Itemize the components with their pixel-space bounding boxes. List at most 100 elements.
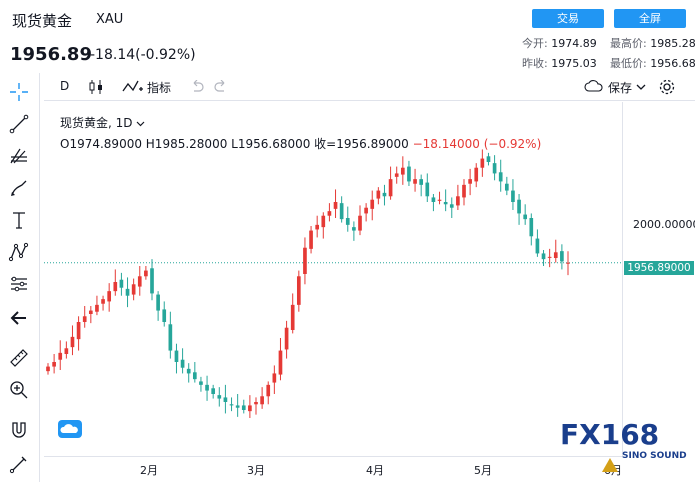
candle-body	[321, 215, 326, 228]
candle-body	[95, 304, 99, 312]
candle-body	[186, 368, 191, 374]
legend-name: 现货黄金, 1D	[60, 116, 133, 130]
cloud-icon[interactable]	[584, 79, 604, 93]
candle-body	[217, 395, 222, 399]
candle-body	[425, 182, 430, 197]
high-stat: 最高价: 1985.28	[610, 35, 695, 51]
trade-button[interactable]: 交易	[532, 9, 604, 28]
candle-body	[107, 291, 112, 302]
candle-body	[211, 388, 216, 394]
indicators-icon[interactable]	[122, 79, 144, 95]
candle-body	[364, 207, 368, 214]
lock-drawing-icon[interactable]	[8, 453, 30, 475]
quote-header: 现货黄金 XAU 1956.89 -18.14(-0.92%) 交易 全屏 今开…	[0, 0, 695, 72]
ruler-icon[interactable]	[8, 347, 30, 369]
last-price: 1956.89	[10, 44, 92, 65]
x-tick-label: 3月	[247, 464, 265, 477]
fullscreen-button[interactable]: 全屏	[614, 9, 686, 28]
x-tick-label: 2月	[140, 464, 158, 477]
candle-body	[180, 359, 185, 368]
candle-body	[370, 199, 375, 209]
candle-body	[266, 384, 271, 397]
candle-body	[443, 202, 448, 205]
candle-body	[168, 324, 173, 351]
drawing-toolbar	[0, 73, 40, 482]
candle-body	[388, 179, 393, 197]
candle-body	[64, 348, 69, 354]
candle-body	[449, 204, 454, 208]
candle-body	[131, 284, 136, 295]
text-icon[interactable]	[8, 209, 30, 231]
tradingview-logo-icon[interactable]	[58, 420, 82, 438]
candles-icon[interactable]	[88, 78, 104, 96]
candle-body	[547, 256, 552, 258]
prediction-icon[interactable]	[8, 273, 30, 295]
open-stat: 今开: 1974.89	[522, 35, 597, 51]
save-button[interactable]: 保存	[608, 81, 633, 95]
candle-body	[205, 384, 209, 391]
candle-body	[254, 402, 258, 405]
back-arrow-icon[interactable]	[8, 307, 30, 329]
fx168-watermark: FX168 SINO SOUND	[560, 414, 690, 478]
x-tick-label: 4月	[366, 464, 384, 477]
candle-body	[480, 158, 485, 168]
candle-body	[46, 366, 50, 372]
candle-body	[272, 373, 277, 383]
candle-body	[333, 202, 338, 209]
undo-icon[interactable]	[190, 80, 204, 93]
candle-body	[517, 199, 521, 214]
open-value: 1974.89	[551, 37, 597, 50]
candle-body	[535, 238, 540, 254]
zoom-icon[interactable]	[8, 379, 30, 401]
candle-body	[113, 282, 118, 292]
candle-body	[407, 166, 411, 182]
instrument-code: XAU	[96, 12, 124, 27]
legend-ohlc: O1974.89000 H1985.28000 L1956.68000 收=19…	[60, 135, 541, 152]
candle-body	[199, 381, 203, 385]
indicators-button[interactable]: 指标	[147, 81, 172, 95]
candle-body	[523, 214, 528, 220]
candle-body	[376, 190, 381, 199]
gear-icon[interactable]	[658, 78, 676, 96]
interval-selector[interactable]: D	[60, 79, 70, 93]
candle-body	[296, 276, 301, 305]
low-value: 1956.68	[650, 57, 695, 70]
brush-icon[interactable]	[8, 177, 30, 199]
crosshair-icon[interactable]	[8, 81, 30, 103]
open-label: 今开:	[522, 37, 548, 50]
instrument-title: 现货黄金	[12, 12, 73, 30]
candle-body	[529, 218, 534, 237]
x-tick-label: 5月	[474, 464, 492, 477]
candle-body	[413, 179, 417, 184]
candle-body	[352, 227, 356, 231]
candlestick-series	[44, 149, 622, 418]
candle-body	[486, 156, 491, 162]
candle-body	[156, 294, 160, 311]
fib-icon[interactable]	[8, 145, 30, 167]
pattern-icon[interactable]	[8, 241, 30, 263]
candle-body	[504, 183, 509, 191]
legend-title[interactable]: 现货黄金, 1D	[60, 114, 145, 131]
legend-ohlc-values: O1974.89000 H1985.28000 L1956.68000 收=19…	[60, 137, 409, 151]
candle-body	[88, 310, 93, 314]
candle-body	[229, 404, 234, 406]
candle-body	[541, 253, 546, 260]
chart-area[interactable]	[44, 102, 695, 482]
candle-body	[125, 288, 130, 296]
candle-body	[260, 396, 264, 405]
redo-icon[interactable]	[214, 80, 228, 93]
magnet-icon[interactable]	[8, 419, 30, 441]
watermark-sub: SINO SOUND	[622, 451, 687, 461]
candle-body	[511, 190, 515, 202]
candle-body	[468, 179, 472, 184]
candle-body	[462, 184, 466, 198]
chevron-down-icon[interactable]	[636, 83, 646, 91]
candle-body	[137, 276, 142, 287]
candle-body	[358, 215, 362, 231]
low-label: 最低价:	[610, 57, 647, 70]
candle-body	[492, 163, 497, 174]
candle-body	[553, 252, 558, 258]
candle-body	[162, 309, 167, 322]
trend-line-icon[interactable]	[8, 113, 30, 135]
candle-body	[70, 336, 75, 348]
